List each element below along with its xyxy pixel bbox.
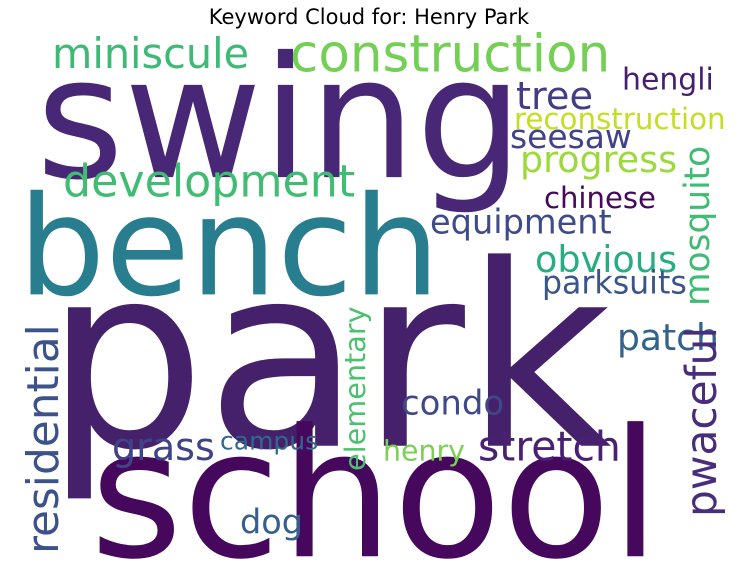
word-henry: henry (383, 434, 465, 468)
word-progress: progress (520, 137, 678, 181)
word-pwaceful: pwaceful (677, 326, 726, 517)
word-obvious: obvious (535, 237, 678, 281)
word-school: school (90, 391, 661, 583)
word-elementary: elementary (338, 306, 372, 471)
word-stretch: stretch (478, 422, 621, 471)
chart-title: Keyword Cloud for: Henry Park (208, 5, 530, 29)
word-campus: campus (220, 425, 319, 455)
word-residential: residential (18, 324, 69, 554)
word-park: park (45, 210, 612, 506)
word-swing: swing (36, 20, 524, 218)
word-reconstruction: reconstruction (514, 101, 726, 136)
word-chinese: chinese (544, 180, 656, 215)
word-grass: grass (112, 425, 215, 470)
word-condo: condo (401, 382, 505, 422)
word-tree: tree (516, 73, 594, 119)
word-patch: patch (617, 316, 719, 359)
word-construction: construction (290, 24, 611, 85)
word-equipment: equipment (430, 202, 612, 242)
word-hengli: hengli (622, 62, 714, 98)
word-dog: dog (240, 502, 304, 542)
word-parksuits: parksuits (542, 265, 687, 302)
word-bench: bench (18, 166, 441, 327)
word-seesaw: seesaw (510, 116, 632, 156)
word-development: development (63, 156, 356, 208)
word-miniscule: miniscule (52, 29, 250, 78)
